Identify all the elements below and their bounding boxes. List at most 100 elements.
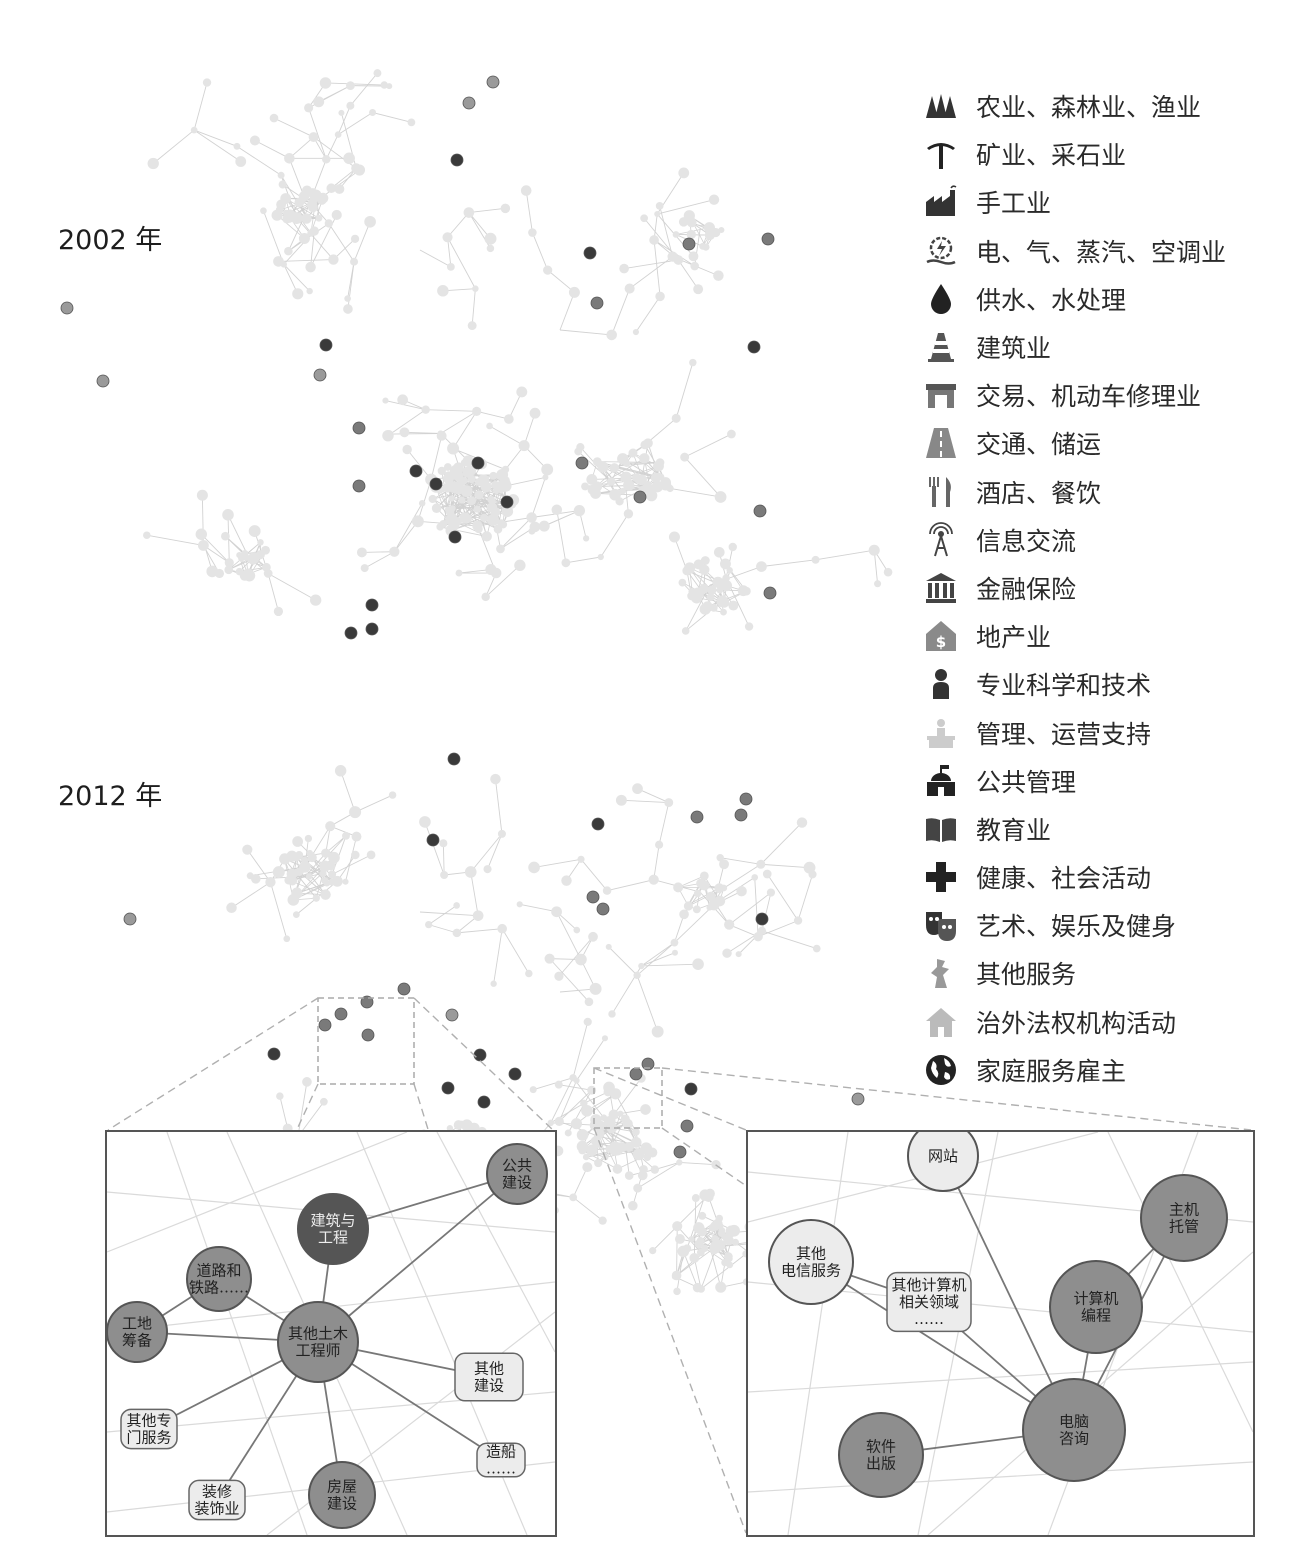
inset-node-label: 公共: [502, 1157, 532, 1175]
network-edge: [815, 549, 875, 561]
network-edge: [152, 129, 195, 164]
network-node: [342, 878, 349, 885]
network-node: [321, 848, 331, 858]
network-node: [708, 194, 720, 205]
network-node: [586, 1144, 598, 1157]
highlight-node: [753, 504, 767, 518]
network-edge: [606, 879, 654, 892]
network-node: [606, 329, 617, 341]
network-edge: [372, 112, 412, 123]
inset-node-comp_rel: 其他计算机相关领域……: [886, 1271, 972, 1333]
network-node: [526, 512, 537, 523]
network-node: [486, 244, 495, 253]
highlight-node: [96, 374, 110, 388]
network-node: [265, 877, 276, 888]
legend-label: 地产业: [976, 623, 1052, 653]
highlight-node: [352, 479, 366, 493]
network-nodes: [60, 69, 893, 1307]
network-edge: [279, 1096, 289, 1129]
network-edge: [354, 794, 393, 813]
network-node: [587, 1085, 597, 1095]
network-node: [500, 203, 511, 214]
year-label-2012: 2012 年: [58, 781, 163, 812]
factory-icon: [920, 182, 962, 222]
network-node: [684, 901, 692, 908]
network-node: [715, 1281, 727, 1293]
network-node: [382, 397, 389, 404]
network-node: [666, 484, 674, 493]
network-edge: [657, 199, 715, 215]
network-edge: [677, 259, 699, 290]
network-edge: [419, 911, 479, 917]
inset-node-label: 编程: [1081, 1307, 1111, 1325]
network-node: [224, 558, 234, 568]
network-edge: [485, 565, 521, 598]
network-edge: [531, 477, 546, 518]
network-node: [518, 440, 530, 452]
legend-label: 农业、森林业、渔业: [976, 93, 1202, 123]
network-edge: [364, 551, 395, 569]
network-node: [541, 463, 554, 476]
network-node: [462, 455, 474, 467]
network-node: [655, 291, 665, 302]
network-edge: [193, 129, 242, 162]
network-node: [653, 460, 664, 472]
highlight-node: [500, 495, 514, 509]
network-node: [473, 505, 481, 513]
network-node: [612, 1164, 623, 1174]
network-node: [551, 504, 563, 516]
legend-item: $ 地产业: [920, 612, 1280, 660]
network-edge: [766, 873, 799, 921]
inset-node-label: 其他计算机: [891, 1276, 966, 1294]
network-node: [581, 1104, 593, 1117]
network-node: [678, 217, 689, 227]
network-node: [261, 545, 270, 555]
network-node: [693, 559, 704, 570]
network-edge: [501, 928, 530, 974]
network-edge: [417, 479, 432, 522]
network-edge: [495, 779, 503, 834]
network-node: [561, 558, 571, 568]
network-node: [472, 910, 484, 921]
network-node: [696, 1248, 705, 1257]
legend-label: 酒店、餐饮: [976, 478, 1102, 508]
network-node: [645, 489, 658, 502]
network-node: [714, 491, 727, 503]
network-edge: [440, 410, 477, 434]
house-dollar-icon: $: [920, 616, 962, 656]
power-icon: [920, 231, 962, 271]
theater-masks-icon: [920, 905, 962, 945]
inset-node-label: 电信服务: [781, 1262, 841, 1280]
year-label-2002: 2002 年: [58, 225, 163, 256]
network-edge: [282, 184, 313, 205]
highlight-node: [319, 338, 333, 352]
highlight-node: [763, 586, 777, 600]
network-node: [499, 480, 512, 492]
network-edge: [797, 874, 813, 921]
legend-label: 家庭服务雇主: [976, 1056, 1127, 1086]
network-node: [719, 859, 729, 870]
network-edge: [684, 433, 732, 458]
network-node: [633, 1148, 645, 1161]
network-node: [664, 798, 674, 807]
legend-item: 金融保险: [920, 564, 1280, 612]
network-node: [702, 601, 713, 612]
network-edge: [273, 117, 314, 138]
network-node: [525, 969, 533, 978]
network-edge: [637, 1162, 680, 1189]
network-node: [624, 1142, 634, 1152]
network-node: [483, 865, 492, 874]
inset-node-label: ……: [486, 1460, 516, 1478]
network-node: [608, 1109, 619, 1120]
network-node: [514, 559, 526, 572]
network-edge: [636, 975, 659, 1032]
network-node: [249, 551, 259, 562]
network-edge: [598, 1136, 626, 1143]
network-node: [437, 466, 446, 476]
network-edge: [468, 207, 506, 214]
network-node: [728, 600, 739, 611]
network-edge: [193, 129, 238, 147]
